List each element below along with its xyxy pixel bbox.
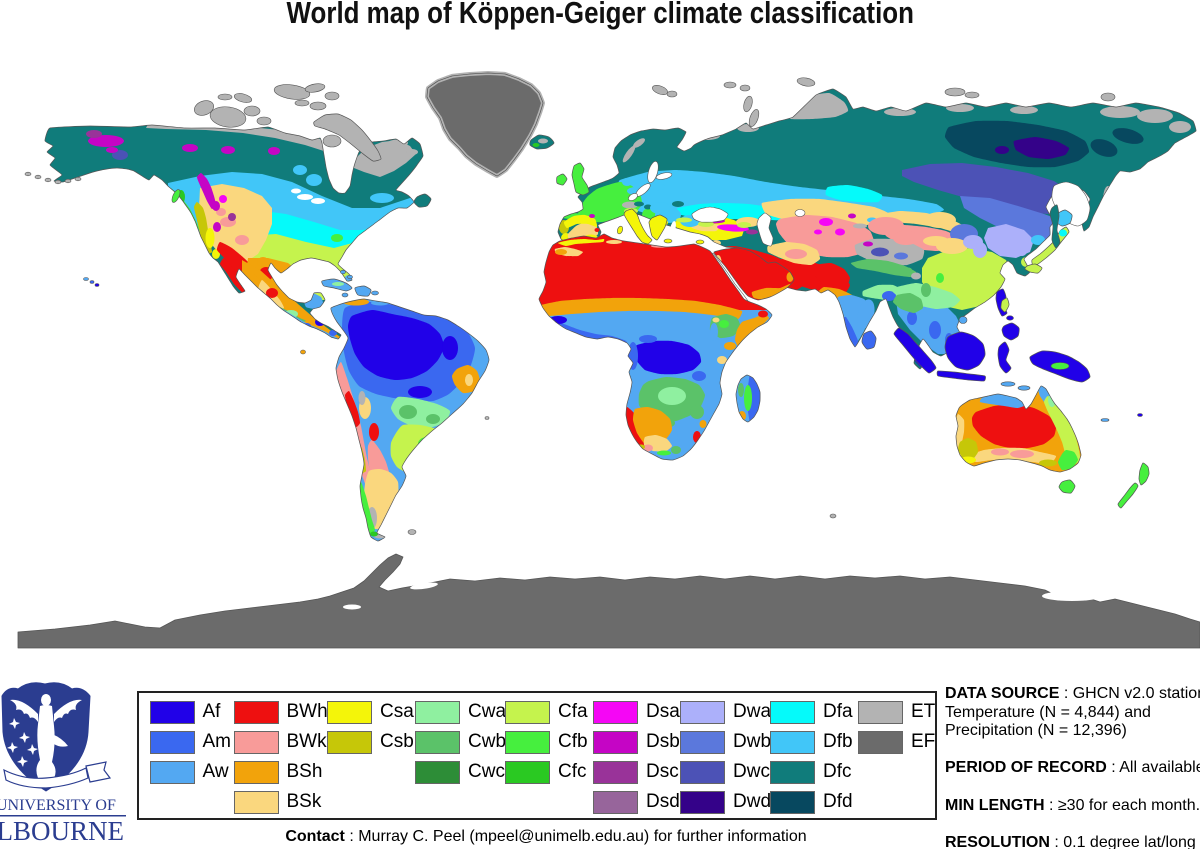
svg-text:UNIVERSITY OF: UNIVERSITY OF [0,797,116,814]
svg-text:MELBOURNE: MELBOURNE [0,816,124,846]
